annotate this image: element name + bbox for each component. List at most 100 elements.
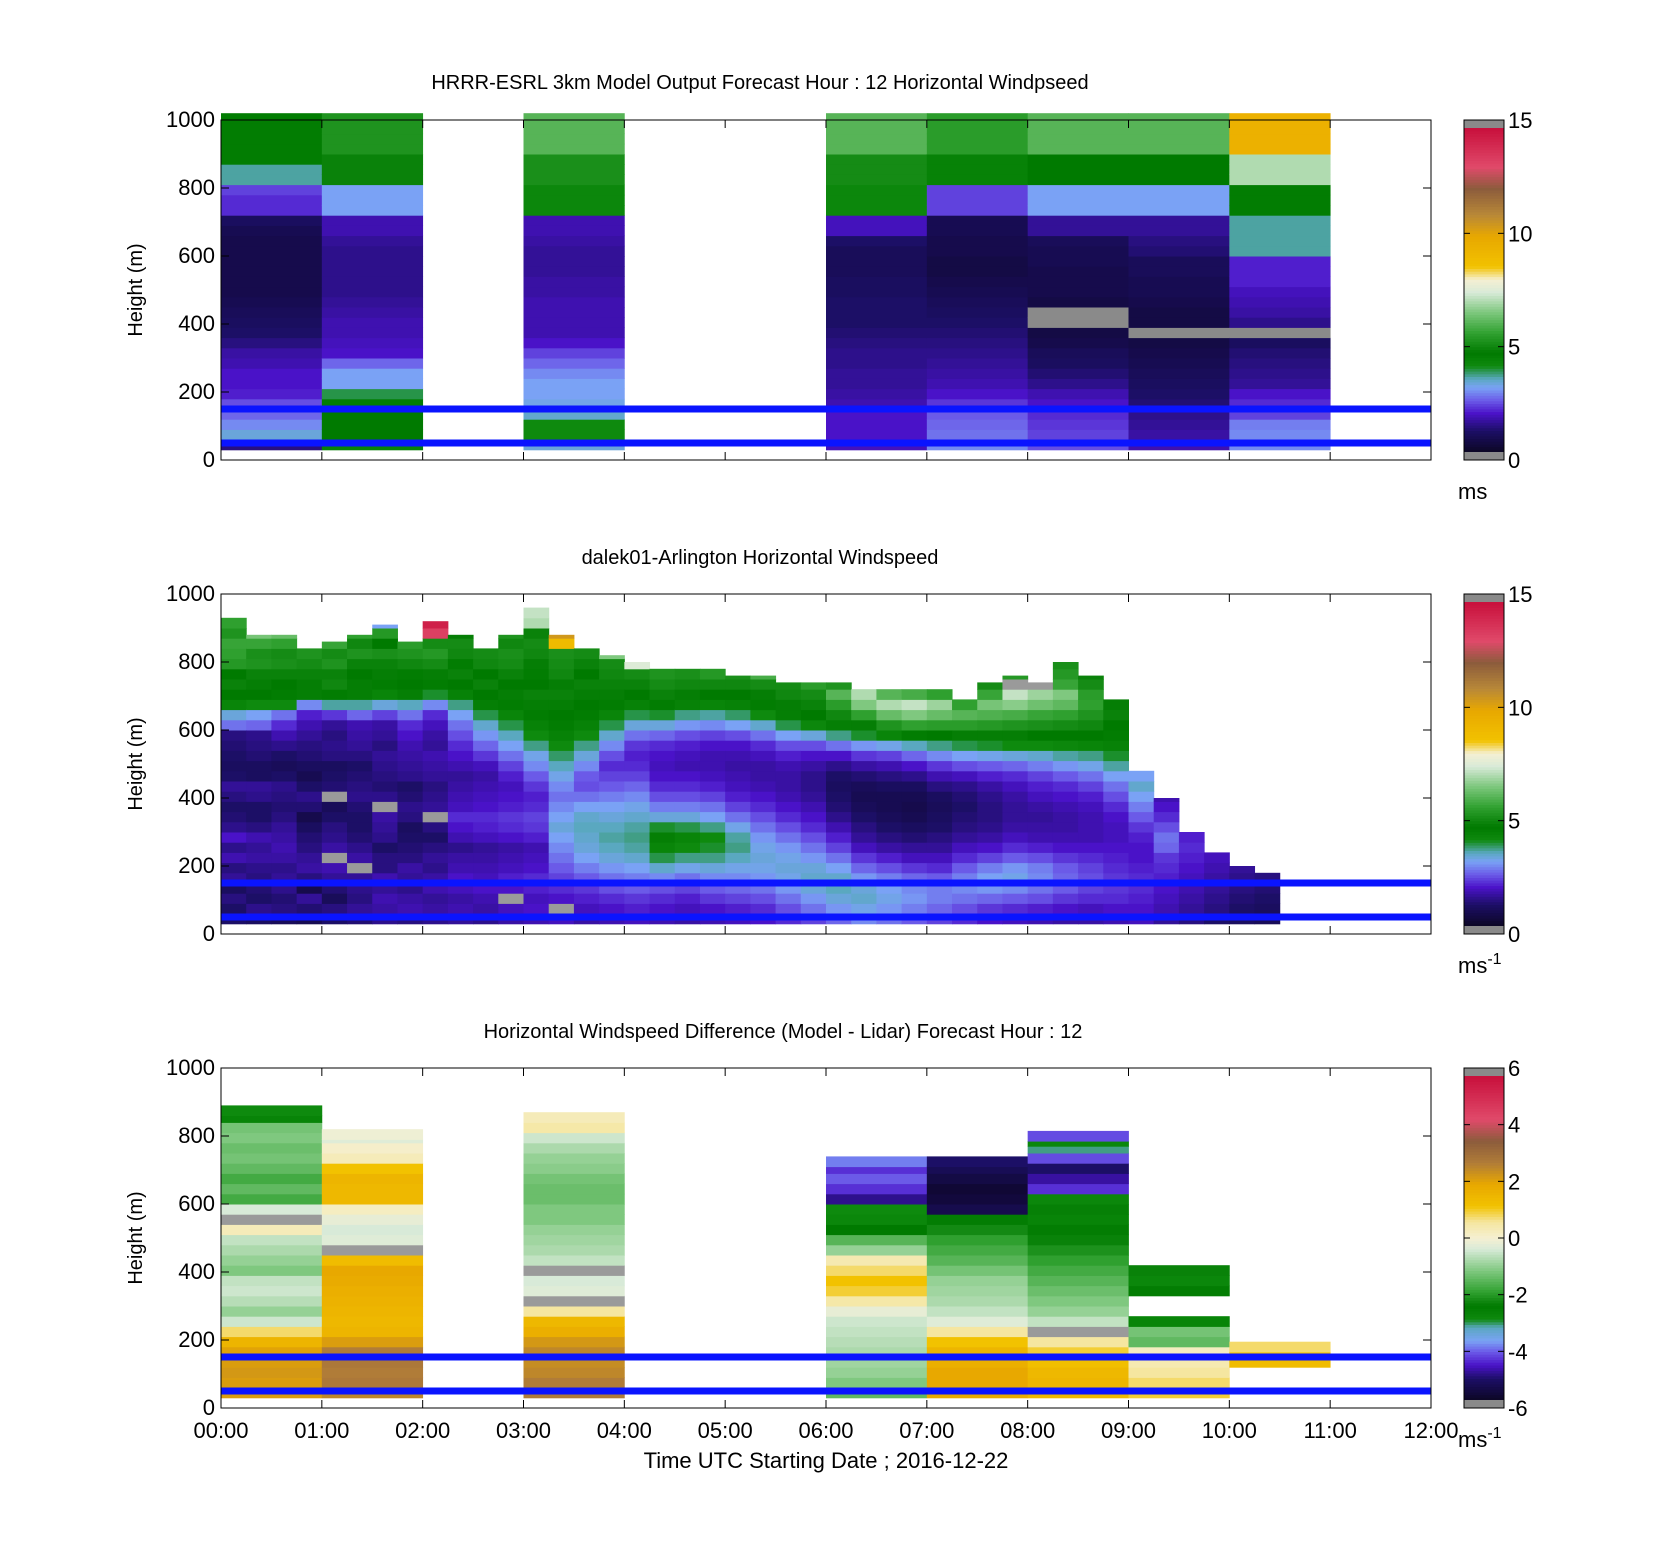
heatmap-cell xyxy=(523,1316,625,1327)
heatmap-cell xyxy=(473,821,499,833)
heatmap-cell xyxy=(1103,893,1129,904)
colorbar-swatch xyxy=(1464,1235,1504,1239)
colorbar-swatch xyxy=(1464,826,1504,830)
heatmap-cell xyxy=(952,750,978,762)
heatmap-cell xyxy=(826,368,928,379)
heatmap-cell xyxy=(926,398,1029,410)
colorbar-swatch xyxy=(1464,268,1504,272)
heatmap-cell xyxy=(1027,398,1129,410)
heatmap-cell xyxy=(221,1295,323,1307)
heatmap-cell xyxy=(1229,256,1331,267)
colorbar-swatch xyxy=(1464,1354,1504,1358)
colorbar-swatch xyxy=(1464,896,1504,900)
heatmap-cell xyxy=(321,256,424,267)
heatmap-cell xyxy=(1052,770,1079,782)
heatmap-cell xyxy=(548,699,575,711)
heatmap-cell xyxy=(221,1183,323,1195)
colorbar-swatch xyxy=(1464,138,1504,143)
heatmap-cell xyxy=(1229,378,1331,390)
heatmap-cell xyxy=(977,682,1003,690)
heatmap-cell xyxy=(573,658,600,670)
heatmap-cell xyxy=(523,419,625,430)
heatmap-cell xyxy=(523,1367,625,1378)
colorbar-swatch xyxy=(1464,1216,1504,1220)
colorbar-swatch xyxy=(1464,373,1504,377)
colorbar-swatch xyxy=(1464,1351,1504,1355)
heatmap-cell xyxy=(926,1204,1029,1215)
heatmap-cell xyxy=(523,1255,625,1266)
y-tick-label: 200 xyxy=(178,1327,215,1352)
heatmap-cell xyxy=(548,893,575,904)
heatmap-cell xyxy=(447,862,474,874)
heatmap-cell xyxy=(473,760,499,772)
colorbar-swatch xyxy=(1464,1119,1504,1123)
heatmap-cell xyxy=(473,648,499,660)
heatmap-cell xyxy=(573,740,600,751)
heatmap-cell xyxy=(523,225,625,237)
heatmap-cell xyxy=(1128,276,1230,288)
colorbar-swatch xyxy=(1464,909,1504,914)
heatmap-cell xyxy=(1128,1346,1230,1358)
reference-lines xyxy=(221,1353,1431,1395)
heatmap-cell xyxy=(271,852,298,864)
heatmap-cell xyxy=(1052,893,1079,904)
heatmap-cell xyxy=(523,872,550,884)
heatmap-cell xyxy=(826,164,928,175)
heatmap-cell xyxy=(523,740,550,751)
heatmap-cell xyxy=(1128,317,1230,328)
heatmap-cell xyxy=(372,811,398,823)
heatmap-cell xyxy=(1103,811,1129,823)
heatmap-cell xyxy=(599,699,625,711)
heatmap-cell xyxy=(397,832,424,843)
heatmap-cell xyxy=(498,648,524,660)
heatmap-cell xyxy=(347,811,373,823)
heatmap-cell xyxy=(725,832,751,843)
heatmap-cell xyxy=(1002,750,1029,762)
colorbar-swatch xyxy=(1464,1259,1504,1263)
heatmap-cell xyxy=(649,740,676,751)
heatmap-cell xyxy=(1027,791,1054,802)
heatmap-cell xyxy=(347,760,373,772)
heatmap-cell xyxy=(699,883,726,894)
colorbar-swatch xyxy=(1464,1278,1504,1282)
heatmap-cell xyxy=(473,872,499,884)
heatmap-cell xyxy=(952,709,978,721)
heatmap-cell xyxy=(1078,709,1104,721)
heatmap-cell xyxy=(296,719,323,731)
y-tick-label: 1000 xyxy=(166,1055,215,1080)
heatmap-cell xyxy=(221,1306,323,1317)
heatmap-cell xyxy=(977,699,1003,711)
colorbar-swatch xyxy=(1464,311,1504,315)
heatmap-cell xyxy=(926,893,953,904)
heatmap-cell xyxy=(1078,842,1104,853)
heatmap-cell xyxy=(246,791,272,802)
colorbar-swatch xyxy=(1464,1186,1504,1190)
heatmap-cell xyxy=(1103,821,1129,833)
heatmap-cell xyxy=(876,852,903,864)
heatmap-cell xyxy=(851,719,877,731)
heatmap-cell xyxy=(1027,719,1054,731)
heatmap-cell xyxy=(296,801,323,813)
heatmap-cell xyxy=(321,296,424,308)
heatmap-cell xyxy=(1128,832,1155,843)
y-tick-label: 200 xyxy=(178,379,215,404)
heatmap-cell xyxy=(826,1336,928,1348)
heatmap-cell xyxy=(372,689,398,700)
heatmap-cell xyxy=(422,668,449,680)
colorbar-swatch xyxy=(1464,769,1504,773)
colorbar-swatch xyxy=(1464,357,1504,361)
heatmap-cell xyxy=(826,1234,928,1246)
heatmap-cell xyxy=(397,679,424,690)
colorbar-swatch xyxy=(1464,723,1504,727)
heatmap-cell xyxy=(725,903,751,915)
heatmap-cell xyxy=(775,811,802,823)
colorbar-tick-label: 5 xyxy=(1508,809,1520,834)
heatmap-cell xyxy=(473,842,499,853)
colorbar-swatch xyxy=(1464,820,1504,824)
heatmap-cell xyxy=(523,709,550,721)
heatmap-cell xyxy=(826,215,928,226)
heatmap-cell xyxy=(221,832,247,843)
heatmap-cell xyxy=(876,709,903,721)
heatmap-cell xyxy=(1027,337,1129,349)
heatmap-cell xyxy=(674,821,701,833)
